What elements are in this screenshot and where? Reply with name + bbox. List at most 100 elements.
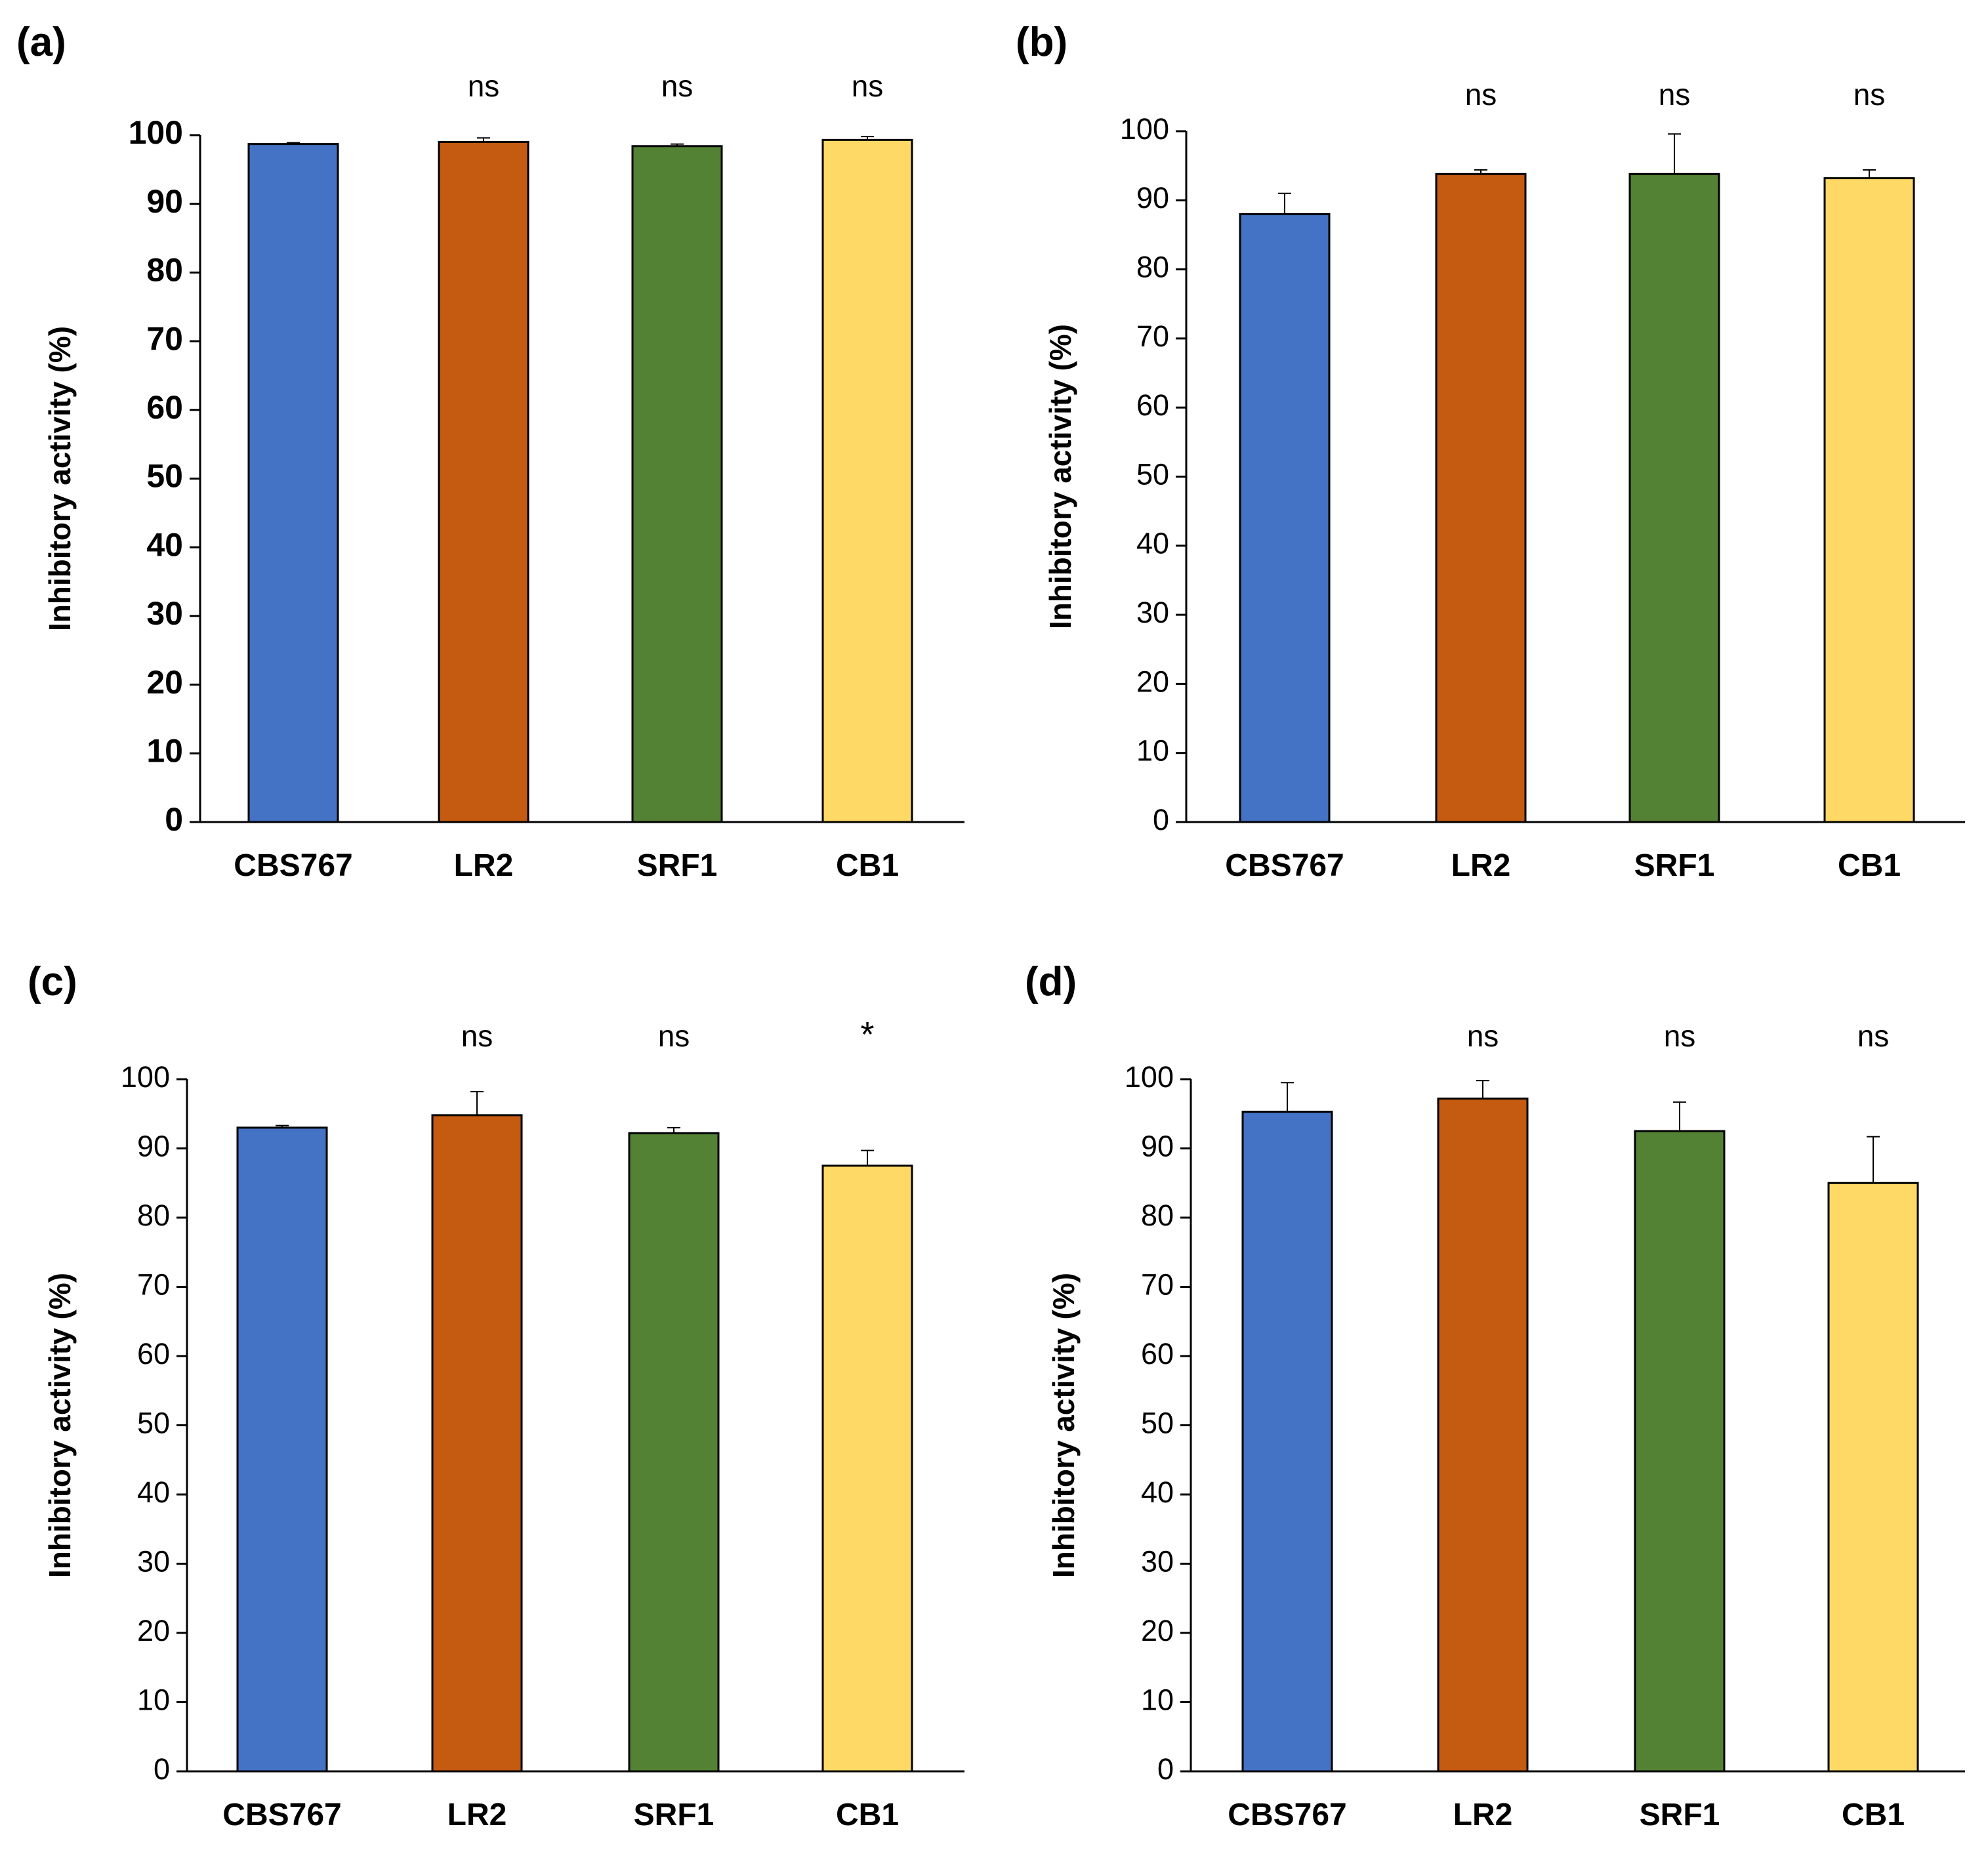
significance-label: ns	[1664, 1019, 1696, 1053]
bar-srf1	[631, 145, 723, 823]
panel-label: (d)	[1025, 959, 1077, 1004]
y-tick-label: 20	[1141, 1614, 1174, 1647]
y-tick-label: 90	[137, 1129, 170, 1163]
significance-label: ns	[1467, 1019, 1499, 1053]
bar-srf1	[628, 1132, 720, 1773]
y-tick-label: 70	[146, 320, 183, 357]
x-tick-label: CBS767	[1228, 1798, 1346, 1832]
chart-panel-a: (a) 0 10 20 30 40 50 60 70 80 90 100 Inhibitory acti…	[16, 20, 964, 883]
bar-cbs767	[1239, 213, 1331, 823]
significance-label: ns	[661, 69, 694, 103]
bar-cb1	[1827, 1182, 1919, 1773]
y-tick-label: 10	[1136, 734, 1169, 768]
y-axis-label: Inhibitory activity (%)	[1043, 324, 1077, 629]
y-tick-label: 50	[146, 458, 183, 495]
x-tick-label: CBS767	[234, 848, 352, 883]
significance-label: ns	[1659, 77, 1691, 112]
chart-panel-b: (b) 0 10 20 30 40 50 60 70 80 90 100 Inhibitory acti…	[1016, 20, 1965, 883]
y-tick-label: 70	[1141, 1267, 1174, 1301]
y-tick-label: 30	[146, 595, 183, 632]
y-tick-label: 0	[1157, 1752, 1174, 1786]
y-axis-label: Inhibitory activity (%)	[1046, 1273, 1081, 1578]
y-tick-label: 100	[121, 1060, 170, 1094]
y-tick-label: 40	[1141, 1475, 1174, 1509]
bar-cbs767	[1241, 1111, 1333, 1773]
panel-label: (c)	[28, 959, 77, 1004]
y-tick-label: 100	[1125, 1060, 1174, 1094]
x-tick-label: SRF1	[1640, 1798, 1720, 1832]
y-tick-label: 80	[1141, 1199, 1174, 1232]
significance-label: ns	[1857, 1019, 1890, 1053]
y-tick-label: 0	[165, 801, 183, 838]
y-tick-label: 70	[1136, 319, 1169, 353]
bar-srf1	[1628, 173, 1720, 823]
significance-label: ns	[658, 1019, 690, 1053]
y-tick-label: 60	[146, 389, 183, 426]
y-tick-label: 10	[146, 733, 183, 770]
x-tick-label: SRF1	[1634, 848, 1715, 883]
bar-cbs767	[247, 143, 339, 823]
x-tick-label: LR2	[447, 1798, 507, 1832]
significance-label: ns	[1853, 77, 1886, 112]
significance-label: *	[860, 1015, 874, 1054]
x-tick-label: LR2	[1453, 1798, 1513, 1832]
significance-label: ns	[852, 69, 884, 103]
y-tick-label: 0	[154, 1752, 170, 1786]
chart-panel-d: (d) 0 10 20 30 40 50 60 70 80 90 100 Inhibitory acti…	[1025, 959, 1965, 1832]
y-tick-label: 90	[146, 183, 183, 220]
y-tick-label: 20	[146, 664, 183, 701]
significance-label: ns	[1465, 77, 1497, 112]
y-axis-label: Inhibitory activity (%)	[43, 1273, 77, 1578]
y-tick-label: 20	[1136, 665, 1169, 698]
y-tick-label: 80	[137, 1199, 170, 1232]
x-tick-label: CBS767	[222, 1798, 341, 1832]
y-tick-label: 60	[137, 1337, 170, 1370]
y-tick-label: 40	[1136, 527, 1169, 560]
y-tick-label: 30	[137, 1544, 170, 1578]
y-axis-label: Inhibitory activity (%)	[43, 326, 77, 631]
y-tick-label: 80	[1136, 250, 1169, 283]
y-tick-label: 0	[1153, 803, 1169, 836]
x-tick-label: SRF1	[634, 1798, 714, 1832]
y-tick-label: 30	[1136, 596, 1169, 629]
x-tick-label: LR2	[1451, 848, 1511, 883]
x-tick-label: SRF1	[637, 848, 718, 883]
x-tick-label: CB1	[836, 848, 899, 883]
bar-cbs767	[236, 1126, 328, 1773]
bar-srf1	[1634, 1130, 1726, 1773]
y-tick-label: 30	[1141, 1544, 1174, 1578]
y-tick-label: 100	[1120, 112, 1169, 146]
y-tick-label: 60	[1136, 388, 1169, 422]
y-tick-label: 50	[137, 1406, 170, 1439]
y-tick-label: 10	[1141, 1683, 1174, 1716]
y-tick-label: 90	[1141, 1129, 1174, 1163]
bar-cb1	[1823, 177, 1915, 823]
y-tick-label: 90	[1136, 181, 1169, 215]
bar-lr2	[1437, 1098, 1529, 1773]
significance-label: ns	[461, 1019, 493, 1053]
chart-panel-c: (c) 0 10 20 30 40 50 60 70 80 90 100 Inhibitory acti…	[28, 959, 964, 1832]
x-tick-label: CB1	[1838, 848, 1901, 883]
y-tick-label: 80	[146, 252, 183, 289]
x-tick-label: CB1	[1842, 1798, 1905, 1832]
y-tick-label: 70	[137, 1267, 170, 1301]
y-tick-label: 20	[137, 1614, 170, 1647]
y-tick-label: 50	[1141, 1406, 1174, 1439]
bar-cb1	[821, 1164, 913, 1773]
significance-label: ns	[468, 69, 500, 103]
bar-cb1	[821, 138, 913, 823]
y-tick-label: 40	[137, 1475, 170, 1509]
y-tick-label: 60	[1141, 1337, 1174, 1370]
y-tick-label: 50	[1136, 457, 1169, 491]
bar-lr2	[1435, 173, 1527, 823]
x-tick-label: CB1	[836, 1798, 899, 1832]
bar-lr2	[431, 1114, 523, 1773]
x-tick-label: LR2	[454, 848, 514, 883]
panel-label: (a)	[16, 20, 66, 65]
y-tick-label: 40	[146, 526, 183, 563]
x-tick-label: CBS767	[1225, 848, 1344, 883]
y-tick-label: 100	[129, 114, 183, 151]
y-tick-label: 10	[137, 1683, 170, 1716]
